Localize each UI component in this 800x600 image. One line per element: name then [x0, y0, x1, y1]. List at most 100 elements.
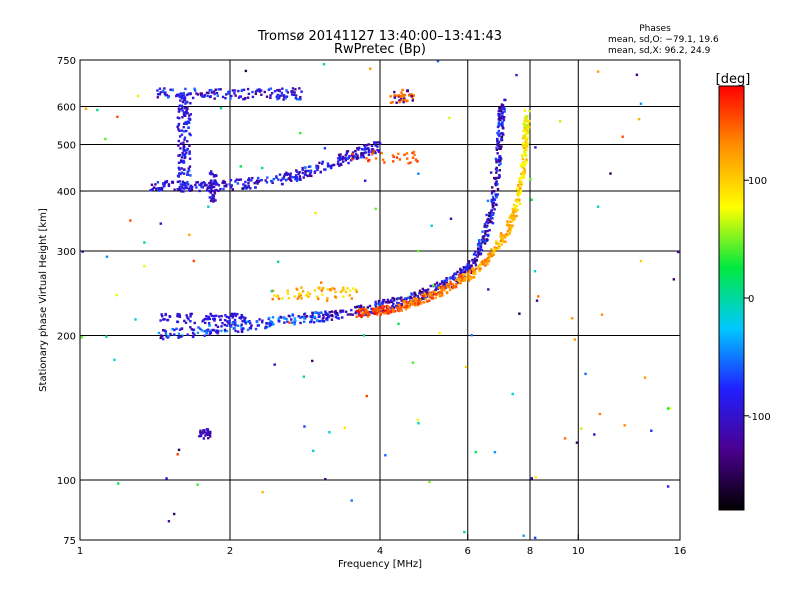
echo-point — [490, 221, 493, 224]
echo-point — [287, 296, 291, 300]
echo-point — [386, 298, 390, 302]
echo-point — [393, 94, 397, 97]
echo-point — [388, 300, 391, 303]
echo-point — [432, 291, 435, 294]
echo-point — [523, 117, 527, 120]
echo-point — [374, 310, 377, 313]
echo-point — [372, 151, 375, 154]
echo-point — [228, 316, 231, 320]
echo-point — [212, 175, 216, 178]
echo-point — [419, 298, 422, 301]
echo-point — [522, 171, 525, 174]
echo-point — [360, 315, 363, 319]
echo-point — [497, 243, 500, 246]
echo-point — [499, 132, 502, 135]
echo-point — [157, 189, 161, 192]
echo-point — [257, 176, 260, 180]
chart-title: Tromsø 20141127 13:40:00–13:41:43 — [257, 29, 502, 44]
echo-point — [462, 266, 465, 269]
echo-point — [185, 151, 188, 154]
echo-point — [485, 221, 488, 224]
echo-point — [490, 200, 493, 203]
echo-point — [260, 320, 264, 324]
echo-point — [297, 295, 301, 299]
echo-point — [186, 107, 189, 111]
echo-point — [188, 150, 191, 153]
echo-point — [184, 102, 187, 105]
echo-point — [596, 205, 600, 208]
echo-point — [492, 253, 495, 256]
echo-point — [248, 177, 251, 180]
echo-point — [428, 299, 431, 302]
echo-point — [450, 276, 454, 280]
echo-point — [523, 121, 526, 124]
echo-point — [367, 143, 370, 146]
echo-point — [533, 270, 537, 273]
echo-point — [498, 173, 501, 177]
echo-point — [410, 296, 413, 300]
echo-point — [496, 137, 499, 141]
echo-point — [341, 316, 344, 319]
echo-point — [213, 192, 217, 195]
echo-point — [176, 180, 180, 184]
echo-point — [283, 321, 286, 324]
echo-point — [525, 142, 528, 145]
echo-point — [374, 151, 377, 155]
echo-point — [202, 429, 205, 432]
echo-point — [518, 312, 521, 315]
echo-point — [188, 169, 191, 172]
echo-point — [185, 182, 188, 185]
echo-point — [408, 301, 411, 304]
echo-point — [374, 300, 377, 304]
echo-point — [215, 329, 219, 332]
echo-point — [188, 152, 191, 155]
echo-point — [228, 319, 231, 322]
echo-point — [390, 299, 393, 302]
echo-point — [528, 110, 531, 113]
echo-point — [502, 116, 506, 119]
echo-point — [208, 196, 212, 199]
echo-point — [326, 162, 330, 165]
echo-point — [484, 232, 487, 235]
echo-point — [494, 168, 498, 171]
echo-point — [496, 193, 500, 196]
echo-point — [331, 287, 334, 290]
echo-point — [180, 160, 183, 164]
echo-point — [116, 115, 119, 119]
echo-point — [364, 151, 368, 154]
echo-point — [215, 174, 218, 177]
echo-point — [524, 140, 527, 143]
echo-point — [188, 114, 191, 117]
echo-point — [443, 279, 447, 282]
echo-point — [211, 328, 215, 332]
echo-point — [164, 330, 167, 333]
echo-point — [498, 107, 501, 110]
echo-point — [165, 93, 169, 97]
echo-point — [465, 268, 468, 271]
echo-point — [404, 308, 408, 311]
echo-point — [499, 157, 503, 160]
echo-point — [368, 304, 372, 308]
echo-point — [210, 88, 213, 92]
echo-point — [188, 189, 191, 192]
echo-point — [420, 290, 423, 294]
echo-point — [383, 305, 386, 308]
echo-point — [623, 424, 626, 427]
echo-point — [381, 300, 385, 303]
echo-point — [299, 178, 302, 181]
echo-point — [521, 166, 524, 169]
echo-point — [334, 312, 337, 316]
echo-point — [511, 212, 514, 215]
echo-point — [434, 296, 438, 300]
echo-point — [524, 133, 528, 136]
echo-point — [490, 190, 494, 193]
echo-point — [448, 288, 452, 292]
echo-point — [621, 135, 624, 138]
echo-point — [183, 138, 186, 141]
echo-point — [266, 176, 269, 179]
echo-point — [273, 363, 276, 366]
echo-point — [393, 297, 396, 300]
echo-point — [522, 150, 526, 153]
echo-point — [375, 309, 379, 312]
echo-point — [157, 331, 161, 335]
